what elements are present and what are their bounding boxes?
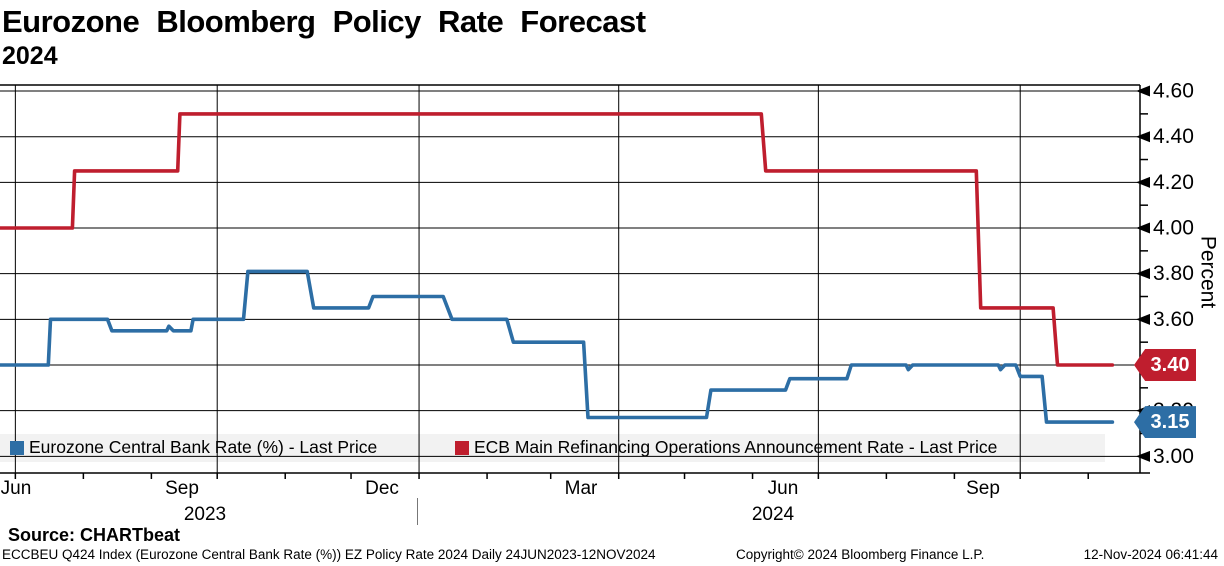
- y-tick-label: 4.60: [1153, 80, 1194, 103]
- x-month-label: Sep: [966, 478, 1000, 499]
- legend-item-1: ECB Main Refinancing Operations Announce…: [455, 437, 997, 458]
- legend-swatch-icon: [10, 440, 24, 455]
- chart-legend: Eurozone Central Bank Rate (%) - Last Pr…: [0, 437, 1105, 461]
- chart-timestamp: 12-Nov-2024 06:41:44: [1083, 547, 1218, 562]
- legend-swatch-icon: [455, 440, 469, 455]
- chart-subtitle: 2024: [2, 42, 58, 70]
- year-divider-line: [417, 498, 418, 525]
- y-tick-arrow-icon: [1136, 313, 1150, 325]
- y-tick-arrow-icon: [1136, 268, 1150, 280]
- chart-plot-area: 4.604.404.204.003.803.603.203.00PercentJ…: [0, 80, 1220, 524]
- y-axis-title: Percent: [1197, 236, 1220, 309]
- y-tick-label: 4.00: [1153, 217, 1194, 240]
- chart-title: Eurozone Bloomberg Policy Rate Forecast: [2, 4, 646, 39]
- x-month-label: Mar: [565, 478, 598, 499]
- y-tick-arrow-icon: [1136, 450, 1150, 462]
- x-month-label: Dec: [365, 478, 399, 499]
- series-line: [0, 269, 1115, 424]
- x-year-label: 2024: [752, 504, 795, 524]
- series-line: [0, 112, 1115, 367]
- y-tick-label: 3.00: [1153, 445, 1194, 468]
- y-tick-arrow-icon: [1136, 85, 1150, 97]
- source-label: Source: CHARTbeat: [8, 525, 181, 545]
- x-month-label: Jun: [1, 478, 32, 499]
- y-tick-label: 4.40: [1153, 125, 1194, 148]
- legend-item-label: Eurozone Central Bank Rate (%) - Last Pr…: [29, 437, 378, 457]
- legend-strip-bg: [0, 434, 1105, 462]
- y-tick-arrow-icon: [1136, 222, 1150, 234]
- y-tick-label: 3.60: [1153, 308, 1194, 331]
- x-month-label: Sep: [165, 478, 199, 499]
- x-year-label: 2023: [184, 504, 226, 524]
- x-month-label: Jun: [768, 478, 799, 499]
- legend-item-0: Eurozone Central Bank Rate (%) - Last Pr…: [10, 437, 377, 458]
- y-tick-label: 3.80: [1153, 262, 1194, 285]
- last-price-badge-blue: 3.15: [1134, 406, 1196, 439]
- legend-item-label: ECB Main Refinancing Operations Announce…: [474, 437, 998, 457]
- last-price-badge-red: 3.40: [1134, 349, 1196, 381]
- y-tick-label: 4.20: [1153, 171, 1194, 194]
- security-description: ECCBEU Q424 Index (Eurozone Central Bank…: [2, 547, 656, 562]
- y-tick-arrow-icon: [1136, 131, 1150, 143]
- copyright-notice: Copyright© 2024 Bloomberg Finance L.P.: [736, 547, 985, 562]
- y-tick-arrow-icon: [1136, 176, 1150, 188]
